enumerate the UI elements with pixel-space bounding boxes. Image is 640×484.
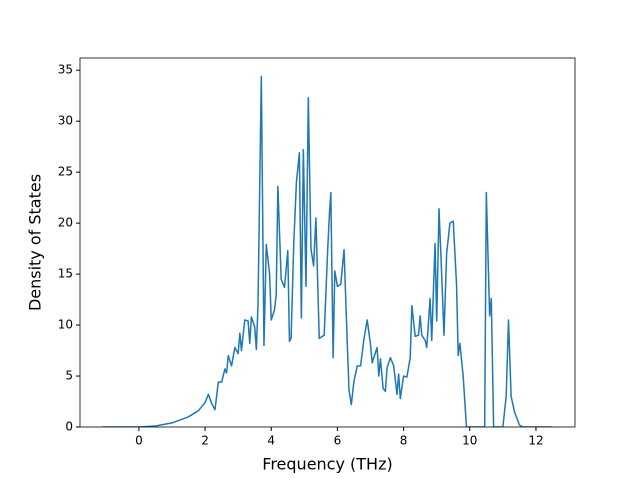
x-tick-label: 2 xyxy=(201,434,209,448)
y-tick-label: 5 xyxy=(65,369,73,383)
x-tick-label: 12 xyxy=(528,434,543,448)
dos-line xyxy=(102,75,553,427)
y-tick-label: 15 xyxy=(58,267,73,281)
x-tick-label: 4 xyxy=(267,434,275,448)
y-tick-label: 10 xyxy=(58,318,73,332)
plot-frame xyxy=(79,57,576,428)
y-tick-label: 0 xyxy=(65,420,73,434)
x-tick-label: 8 xyxy=(400,434,408,448)
y-tick-label: 35 xyxy=(58,63,73,77)
y-tick-label: 25 xyxy=(58,165,73,179)
y-tick-label: 20 xyxy=(58,216,73,230)
x-tick-label: 0 xyxy=(135,434,143,448)
y-axis-label: Density of States xyxy=(26,174,45,311)
x-axis-label: Frequency (THz) xyxy=(262,455,392,474)
x-tick-label: 10 xyxy=(462,434,477,448)
y-tick-label: 30 xyxy=(58,114,73,128)
x-tick-label: 6 xyxy=(334,434,342,448)
